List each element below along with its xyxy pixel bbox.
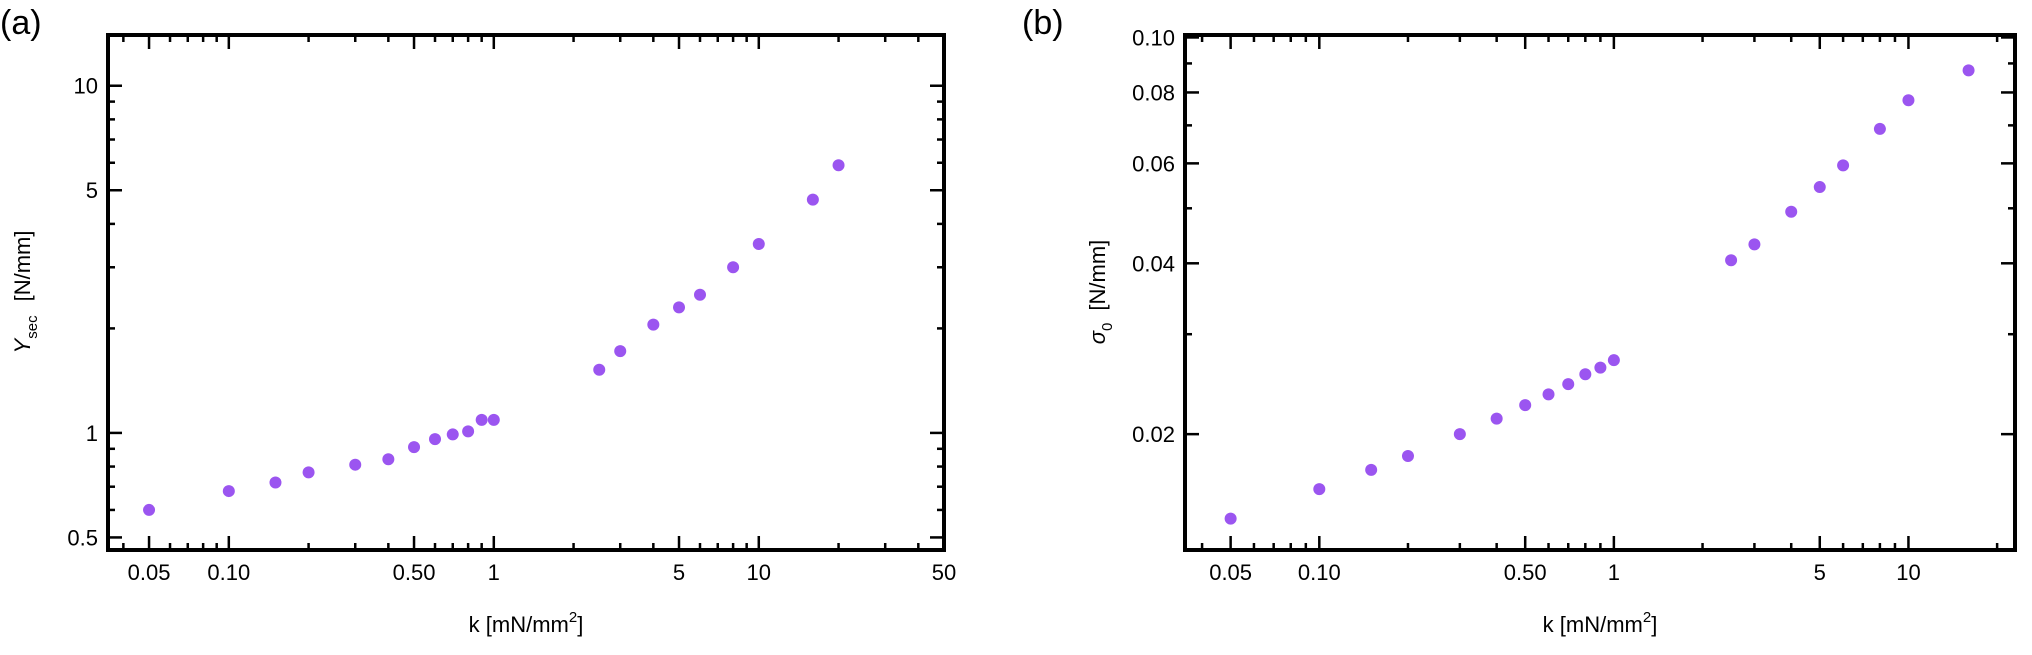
- data-point-b: [1490, 412, 1503, 425]
- data-point-b: [1785, 205, 1798, 218]
- data-point-b: [1313, 483, 1326, 496]
- data-point-a: [673, 301, 686, 314]
- y-axis-title-b: σ0 [N/mm]: [1085, 240, 1116, 345]
- data-point-b: [1837, 159, 1850, 172]
- data-point-b: [1902, 94, 1915, 107]
- data-point-b: [1579, 368, 1592, 381]
- x-axis-title-b: k [mN/mm2]: [1543, 609, 1658, 637]
- x-tick-label-b: 0.05: [1209, 560, 1252, 585]
- data-point-b: [1748, 238, 1761, 251]
- y-axis-title-a: Ysec [N/mm]: [10, 231, 41, 354]
- data-point-a: [752, 238, 765, 251]
- data-point-b: [1542, 388, 1555, 401]
- y-axis-title-a-symbol: Y: [10, 337, 35, 353]
- data-point-a: [446, 428, 459, 441]
- data-point-a: [222, 485, 235, 498]
- panel-label-b: (b): [1022, 4, 1064, 42]
- ticks-a: [108, 35, 946, 550]
- data-point-b: [1401, 450, 1414, 463]
- y-tick-label-a: 0.5: [67, 525, 98, 550]
- x-tick-label-a: 0.50: [393, 560, 436, 585]
- x-tick-label-a: 0.10: [207, 560, 250, 585]
- data-points-a: [143, 159, 845, 516]
- data-point-b: [1873, 122, 1886, 135]
- data-point-a: [832, 159, 845, 172]
- y-axis-title-b-unit: [N/mm]: [1085, 240, 1110, 311]
- data-point-a: [408, 441, 421, 454]
- data-point-b: [1365, 463, 1378, 476]
- data-point-a: [382, 453, 395, 466]
- data-point-a: [302, 466, 315, 479]
- x-axis-title-b-suffix: ]: [1651, 612, 1657, 637]
- data-point-a: [269, 476, 282, 489]
- tick-labels-a: 0.05 0.10 0.50 1 5 10 50 0.5 1 5 10: [67, 74, 956, 585]
- chart-panel-b: (b) 0.05 0.10 0.50 1 5 10 0.02 0.04 0.06 0.08 0.10…: [1022, 4, 2017, 637]
- y-tick-label-b: 0.02: [1132, 422, 1175, 447]
- y-tick-label-b: 0.06: [1132, 151, 1175, 176]
- data-point-b: [1813, 181, 1826, 194]
- x-tick-label-a: 5: [673, 560, 685, 585]
- x-axis-title-b-superscript: 2: [1643, 609, 1651, 626]
- plot-frame-b: [1183, 33, 2017, 552]
- x-tick-label-b: 5: [1814, 560, 1826, 585]
- data-point-b: [1607, 354, 1620, 367]
- data-point-a: [614, 345, 627, 358]
- x-tick-label-b: 0.50: [1504, 560, 1547, 585]
- data-point-a: [806, 193, 819, 206]
- y-axis-title-a-subscript: sec: [24, 315, 41, 339]
- tick-labels-b: 0.05 0.10 0.50 1 5 10 0.02 0.04 0.06 0.08 0.10: [1132, 25, 1921, 585]
- y-tick-label-a: 10: [74, 74, 98, 99]
- y-axis-title-b-symbol: σ: [1085, 330, 1110, 344]
- data-point-b: [1594, 361, 1607, 374]
- x-tick-label-b: 1: [1608, 560, 1620, 585]
- data-point-a: [475, 413, 488, 426]
- x-axis-title-a-superscript: 2: [569, 609, 577, 626]
- data-point-a: [143, 503, 156, 516]
- data-point-a: [349, 458, 362, 471]
- data-point-b: [1453, 428, 1466, 441]
- y-tick-label-b: 0.08: [1132, 80, 1175, 105]
- x-axis-title-a-text: k [mN/mm: [469, 612, 569, 637]
- x-tick-label-a: 50: [932, 560, 956, 585]
- ticks-b: [1185, 35, 2015, 550]
- data-point-a: [593, 363, 606, 376]
- data-point-a: [727, 261, 740, 274]
- y-axis-title-b-subscript: 0: [1099, 323, 1116, 331]
- data-point-b: [1962, 64, 1975, 77]
- data-point-b: [1725, 254, 1738, 267]
- data-points-b: [1224, 64, 1975, 525]
- x-axis-title-a-suffix: ]: [577, 612, 583, 637]
- x-axis-title-a: k [mN/mm2]: [469, 609, 584, 637]
- data-point-a: [647, 318, 660, 331]
- panel-label-a: (a): [0, 4, 42, 42]
- data-point-b: [1562, 378, 1575, 391]
- data-point-b: [1519, 399, 1532, 412]
- plot-frame-a: [106, 33, 946, 552]
- y-tick-label-b: 0.04: [1132, 251, 1175, 276]
- data-point-a: [487, 413, 500, 426]
- x-axis-title-b-text: k [mN/mm: [1543, 612, 1643, 637]
- y-axis-title-a-unit: [N/mm]: [10, 231, 35, 302]
- y-tick-label-a: 5: [86, 178, 98, 203]
- x-tick-label-b: 0.10: [1298, 560, 1341, 585]
- data-point-b: [1224, 512, 1237, 525]
- data-point-a: [429, 433, 442, 446]
- data-point-a: [693, 288, 706, 301]
- x-tick-label-a: 1: [488, 560, 500, 585]
- x-tick-label-b: 10: [1896, 560, 1920, 585]
- x-tick-label-a: 10: [747, 560, 771, 585]
- x-tick-label-a: 0.05: [128, 560, 171, 585]
- y-tick-label-b: 0.10: [1132, 25, 1175, 50]
- data-point-a: [462, 425, 475, 438]
- y-tick-label-a: 1: [86, 421, 98, 446]
- chart-panel-a: (a) 0.05 0.10 0.50 1 5 10 50 0.5 1 5 10 k [mN/mm2]…: [0, 4, 956, 637]
